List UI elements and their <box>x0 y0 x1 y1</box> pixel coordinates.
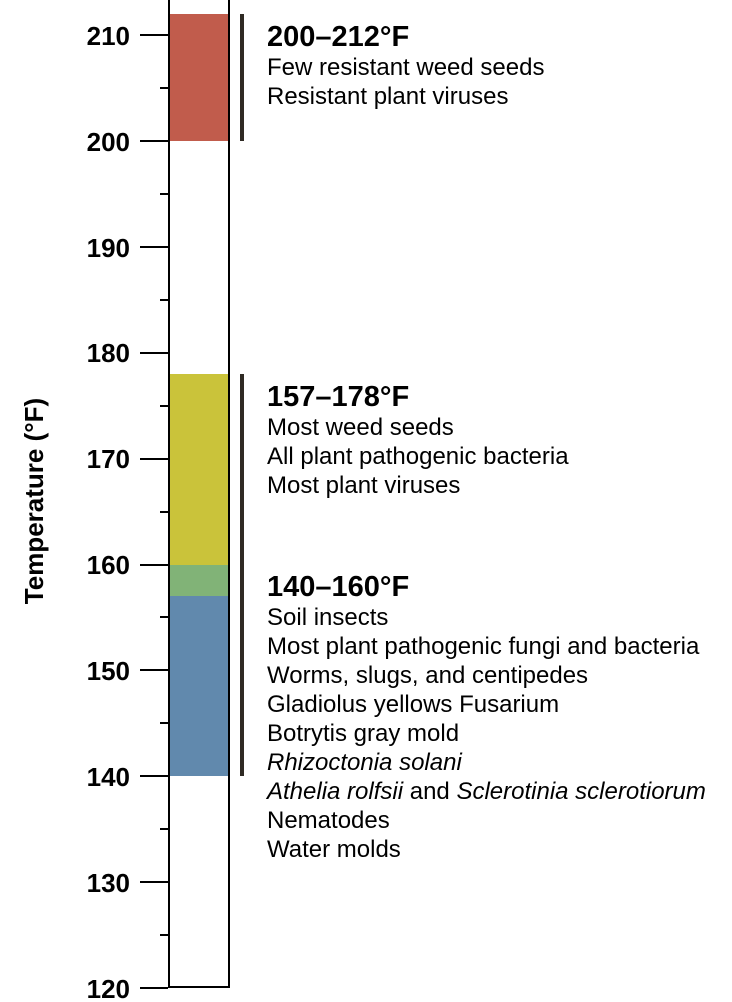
range-bracket <box>240 14 244 141</box>
callout-title: 157–178°F <box>267 381 409 414</box>
callout-line: Botrytis gray mold <box>267 720 459 748</box>
tick-minor <box>160 616 168 618</box>
callout-line: All plant pathogenic bacteria <box>267 443 569 471</box>
range-bracket <box>240 374 244 596</box>
tick-label: 120 <box>0 974 130 1002</box>
tick-label: 170 <box>0 444 130 475</box>
y-axis-title: Temperature (°F) <box>19 351 49 651</box>
tick-minor <box>160 722 168 724</box>
tick-major <box>140 881 168 883</box>
callout-line: Gladiolus yellows Fusarium <box>267 691 559 719</box>
tick-label: 160 <box>0 550 130 581</box>
tick-minor <box>160 511 168 513</box>
tick-label: 180 <box>0 338 130 369</box>
tick-minor <box>160 934 168 936</box>
temperature-band <box>170 14 228 141</box>
callout-line: Resistant plant viruses <box>267 83 508 111</box>
tick-major <box>140 987 168 989</box>
callout-line: Nematodes <box>267 807 390 835</box>
callout-line: Most plant pathogenic fungi and bacteria <box>267 633 699 661</box>
callout-line: Rhizoctonia solani <box>267 749 462 777</box>
callout-line: Most weed seeds <box>267 414 454 442</box>
tick-minor <box>160 405 168 407</box>
tick-label: 210 <box>0 21 130 52</box>
tick-major <box>140 564 168 566</box>
tick-label: 190 <box>0 233 130 264</box>
tick-minor <box>160 828 168 830</box>
tick-minor <box>160 87 168 89</box>
tick-major <box>140 458 168 460</box>
temperature-band <box>170 596 228 776</box>
tick-label: 130 <box>0 868 130 899</box>
tick-major <box>140 34 168 36</box>
tick-major <box>140 775 168 777</box>
tick-major <box>140 140 168 142</box>
temperature-band <box>170 374 228 565</box>
tick-minor <box>160 193 168 195</box>
tick-minor <box>160 299 168 301</box>
callout-line: Athelia rolfsii and Sclerotinia scleroti… <box>267 778 706 806</box>
temperature-band <box>170 565 228 597</box>
tick-label: 200 <box>0 127 130 158</box>
tick-label: 140 <box>0 762 130 793</box>
callout-line: Water molds <box>267 836 401 864</box>
range-bracket <box>240 565 244 777</box>
tick-label: 150 <box>0 656 130 687</box>
tick-major <box>140 246 168 248</box>
temperature-thermometer-chart: Temperature (°F) 120 130 140 150 160 170 180 190… <box>0 0 732 1002</box>
callout-title: 200–212°F <box>267 21 409 54</box>
tick-major <box>140 669 168 671</box>
callout-title: 140–160°F <box>267 571 409 604</box>
callout-line: Few resistant weed seeds <box>267 54 544 82</box>
callout-line: Most plant viruses <box>267 472 460 500</box>
callout-line: Soil insects <box>267 604 388 632</box>
tick-major <box>140 352 168 354</box>
callout-line: Worms, slugs, and centipedes <box>267 662 588 690</box>
